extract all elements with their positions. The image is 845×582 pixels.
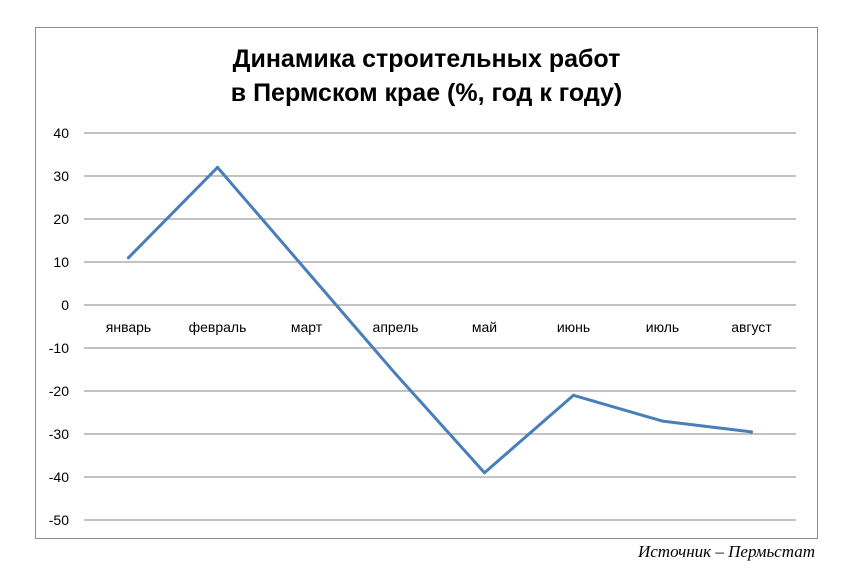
y-tick-label: -10 [49, 340, 69, 356]
series-line [127, 165, 753, 475]
series-layer [127, 165, 753, 475]
data-point [750, 430, 753, 434]
data-point [216, 165, 219, 169]
data-point [572, 393, 575, 397]
y-axis-tick-labels: 40 30 20 10 0 -10 -20 -30 -40 -50 [49, 125, 69, 528]
x-category-label: март [291, 319, 323, 335]
x-category-label: август [731, 319, 772, 335]
data-point [305, 269, 308, 273]
gridlines [84, 132, 796, 521]
y-tick-label: 10 [53, 254, 69, 270]
chart-title: Динамика строительных работ в Пермском к… [35, 42, 818, 110]
y-tick-label: -40 [49, 469, 69, 485]
x-category-label: июль [646, 319, 679, 335]
y-tick-label: -20 [49, 383, 69, 399]
chart-title-line-2: в Пермском крае (%, год к году) [230, 79, 623, 107]
data-point [483, 471, 486, 475]
x-axis-category-labels: январь февраль март апрель май июнь июль август [106, 319, 773, 335]
data-point [394, 372, 397, 376]
data-point [127, 256, 130, 260]
y-tick-label: 30 [53, 168, 69, 184]
x-category-label: апрель [373, 319, 419, 335]
chart-title-line-1: Динамика строительных работ [232, 45, 621, 73]
y-tick-label: 40 [53, 125, 69, 141]
x-category-label: январь [106, 319, 151, 335]
x-category-label: июнь [557, 319, 590, 335]
x-category-label: май [472, 319, 497, 335]
x-category-label: февраль [189, 319, 247, 335]
chart-frame [35, 27, 818, 539]
y-tick-label: -50 [49, 512, 69, 528]
data-point [661, 419, 664, 423]
y-tick-label: -30 [49, 426, 69, 442]
source-note: Источник – Пермьстат [637, 542, 815, 561]
y-tick-label: 0 [61, 297, 69, 313]
y-tick-label: 20 [53, 211, 69, 227]
